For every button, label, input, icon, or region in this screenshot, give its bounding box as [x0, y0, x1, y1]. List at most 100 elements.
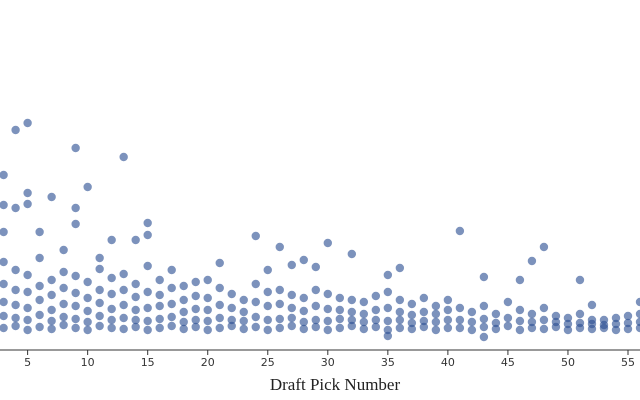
point: [323, 238, 333, 248]
point: [383, 316, 393, 326]
point: [239, 316, 248, 326]
point: [515, 275, 525, 285]
point: [23, 118, 32, 128]
point: [191, 304, 200, 314]
point: [287, 303, 296, 313]
point: [131, 315, 140, 325]
point: [287, 260, 296, 270]
point: [623, 311, 633, 321]
point: [263, 325, 272, 335]
point: [227, 303, 236, 313]
point: [143, 218, 152, 228]
point: [0, 279, 8, 289]
point: [599, 315, 609, 325]
point: [59, 299, 68, 309]
point: [71, 203, 80, 213]
point: [395, 315, 405, 325]
point: [323, 289, 333, 299]
point: [419, 316, 429, 326]
point: [563, 325, 573, 335]
point: [107, 315, 116, 325]
point: [251, 312, 260, 322]
point: [47, 324, 56, 334]
point: [311, 285, 320, 295]
point: [35, 281, 44, 291]
point: [455, 323, 465, 333]
point: [95, 264, 104, 274]
point: [323, 325, 333, 335]
point: [191, 315, 200, 325]
point: [263, 301, 272, 311]
point: [635, 297, 640, 307]
point: [539, 303, 549, 313]
point: [431, 317, 441, 327]
point: [479, 272, 489, 282]
x-tick-label: 55: [621, 356, 635, 369]
point: [359, 317, 369, 327]
point: [167, 312, 176, 322]
point: [167, 265, 176, 275]
point: [11, 300, 20, 310]
point: [35, 253, 44, 263]
point: [431, 309, 441, 319]
point: [311, 301, 320, 311]
point: [119, 285, 128, 295]
point: [371, 291, 381, 301]
point: [383, 303, 393, 313]
point: [431, 325, 441, 335]
point: [299, 255, 308, 265]
point: [395, 263, 405, 273]
point: [71, 323, 80, 333]
point: [479, 322, 489, 332]
point: [383, 270, 393, 280]
point: [71, 288, 80, 298]
point: [23, 188, 32, 198]
point: [359, 297, 369, 307]
point: [419, 322, 429, 332]
point: [215, 258, 224, 268]
x-tick-label: 15: [141, 356, 155, 369]
point: [59, 312, 68, 322]
point: [467, 325, 477, 335]
point: [155, 301, 164, 311]
point: [587, 300, 597, 310]
point: [251, 297, 260, 307]
point: [47, 192, 56, 202]
point: [47, 305, 56, 315]
point: [383, 287, 393, 297]
point: [527, 256, 537, 266]
point: [107, 273, 116, 283]
point: [167, 283, 176, 293]
point: [263, 315, 272, 325]
point: [263, 265, 272, 275]
point: [323, 304, 333, 314]
point: [23, 199, 32, 209]
point: [575, 318, 585, 328]
point: [23, 287, 32, 297]
point: [371, 315, 381, 325]
point: [623, 318, 633, 328]
point: [491, 324, 501, 334]
point: [95, 321, 104, 331]
point: [143, 287, 152, 297]
point: [323, 316, 333, 326]
point: [83, 325, 92, 335]
point: [167, 299, 176, 309]
point: [491, 309, 501, 319]
point: [119, 152, 128, 162]
point: [251, 322, 260, 332]
point: [71, 271, 80, 281]
point: [11, 285, 20, 295]
point: [215, 323, 224, 333]
point: [347, 307, 357, 317]
point: [107, 235, 116, 245]
point: [71, 314, 80, 324]
point: [407, 324, 417, 334]
point: [155, 275, 164, 285]
point: [455, 303, 465, 313]
point: [635, 309, 640, 319]
point: [371, 305, 381, 315]
point: [167, 321, 176, 331]
point: [107, 289, 116, 299]
point: [395, 307, 405, 317]
